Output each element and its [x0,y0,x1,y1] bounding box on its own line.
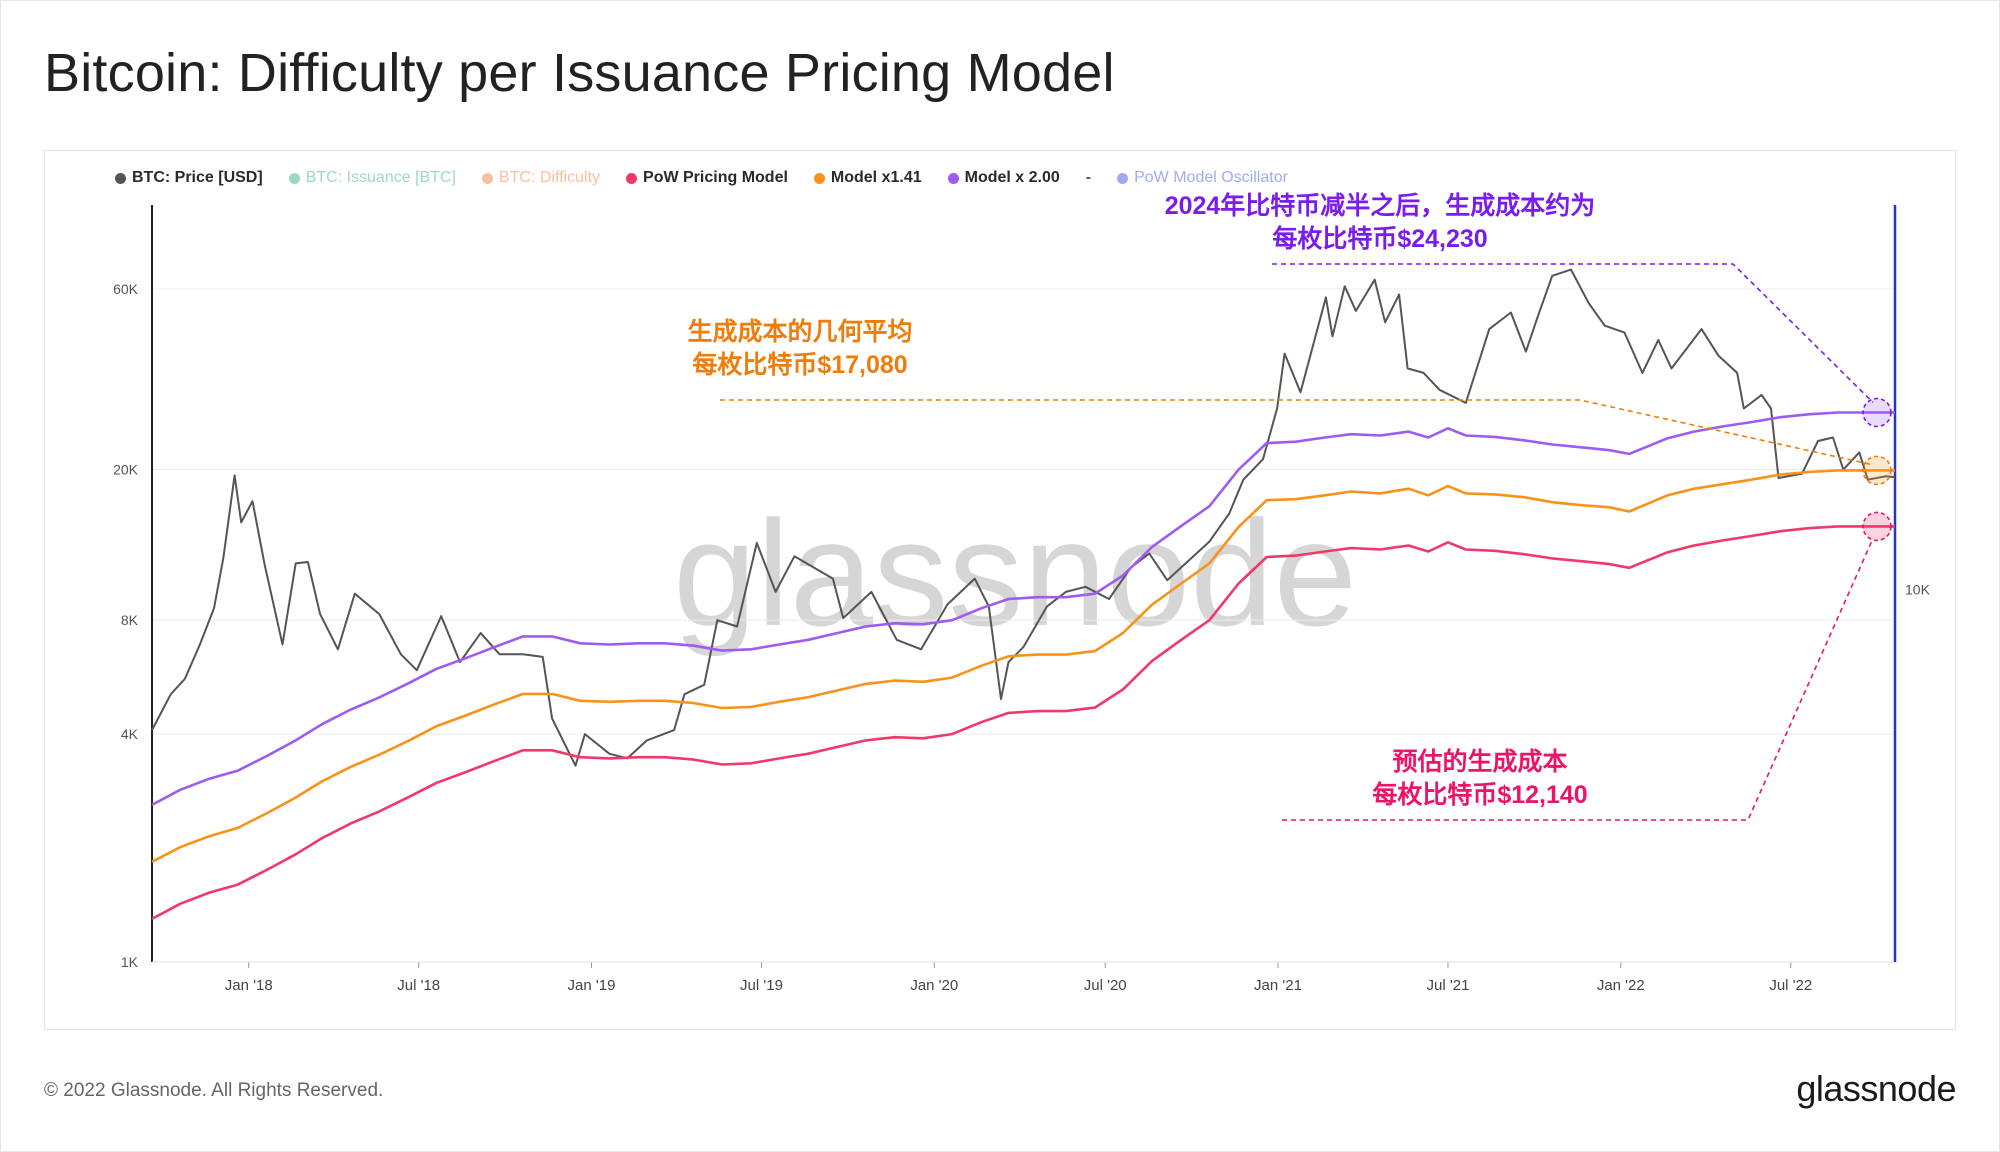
legend-item-2[interactable]: BTC: Difficulty [481,169,601,187]
series-line-0 [151,268,1896,767]
annotation-geomean-line1: 生成成本的几何平均 [687,318,913,346]
watermark: glassnode [673,489,1357,657]
page-title: Bitcoin: Difficulty per Issuance Pricing… [44,43,1115,103]
legend-label: Model x1.41 [830,169,922,186]
x-tick-label: Jul '21 [1427,977,1470,994]
annotation-geomean: 生成成本的几何平均 每枚比特币$17,080 [600,316,1000,382]
annotation-estimated-line1: 预估的生成成本 [1392,748,1568,776]
annotation-halving: 2024年比特币减半之后，生成成本约为 每枚比特币$24,230 [1010,190,1750,256]
annotation-geomean-line2: 每枚比特币$17,080 [692,351,908,379]
estimated-marker [1862,511,1892,542]
copyright-footer: © 2022 Glassnode. All Rights Reserved. [44,1080,384,1101]
axes: 1K 4K 8K 20K 60K 10K Jan '18 Jul '18 Jan '19 Jul … [113,205,1931,994]
y-tick-label: 1K [121,954,139,970]
x-tick-label: Jul '18 [397,977,440,994]
legend-dot-icon [813,172,825,184]
annotation-guides [720,263,1892,821]
series-line-2 [151,469,1895,863]
legend-item-5[interactable]: Model x 2.00 [947,169,1060,187]
legend-dot-icon [947,172,959,184]
estimated-guide-line [1282,538,1874,821]
y-tick-label: 4K [121,726,139,742]
legend-label: Model x 2.00 [964,169,1060,186]
y2-tick-label: 10K [1905,582,1931,598]
x-tick-label: Jan '22 [1597,977,1645,994]
halving-marker [1862,397,1892,428]
annotation-estimated: 预估的生成成本 每枚比特币$12,140 [1280,746,1680,812]
legend-item-4[interactable]: Model x1.41 [813,169,922,187]
legend-label: PoW Pricing Model [643,169,788,186]
legend-label: BTC: Issuance [BTC] [305,169,456,186]
legend-dot-icon [288,172,300,184]
legend-item-3[interactable]: PoW Pricing Model [626,169,788,187]
legend-item-1[interactable]: BTC: Issuance [BTC] [288,169,456,187]
legend-dot-icon [1117,172,1129,184]
series-line-3 [151,525,1895,921]
geomean-guide-line [720,399,1872,466]
annotation-halving-line1: 2024年比特币减半之后，生成成本约为 [1164,192,1596,220]
geomean-marker [1862,455,1892,486]
x-tick-label: Jan '21 [1254,977,1302,994]
y-tick-label: 20K [113,462,139,478]
brand-logo[interactable]: glassnode [1796,1068,1956,1109]
legend-separator: - [1085,169,1092,186]
series-group [151,268,1896,921]
legend-dot-icon [626,172,638,184]
legend-label: BTC: Price [USD] [132,169,263,186]
chart-frame [44,150,1956,1030]
legend-label: BTC: Difficulty [498,169,601,186]
x-tick-label: Jul '20 [1084,977,1127,994]
legend-dot-icon [481,172,493,184]
legend-dot-icon [115,172,126,184]
legend-item-0[interactable]: BTC: Price [USD] [115,169,263,187]
chart-legend: BTC: Price [USD] BTC: Issuance [BTC] BTC: … [115,166,1314,190]
x-tick-label: Jul '19 [740,977,783,994]
y-tick-label: 60K [113,281,139,297]
annotation-estimated-line2: 每枚比特币$12,140 [1372,781,1588,809]
x-tick-label: Jan '20 [910,977,958,994]
halving-guide-line [1272,263,1874,404]
annotation-halving-line2: 每枚比特币$24,230 [1272,225,1488,253]
series-line-1 [151,411,1895,807]
legend-item-7[interactable]: PoW Model Oscillator [1117,169,1288,187]
x-tick-label: Jan '19 [568,977,616,994]
x-tick-label: Jul '22 [1769,977,1812,994]
y-tick-label: 8K [121,612,139,628]
legend-label: PoW Model Oscillator [1134,169,1288,186]
x-tick-label: Jan '18 [225,977,273,994]
